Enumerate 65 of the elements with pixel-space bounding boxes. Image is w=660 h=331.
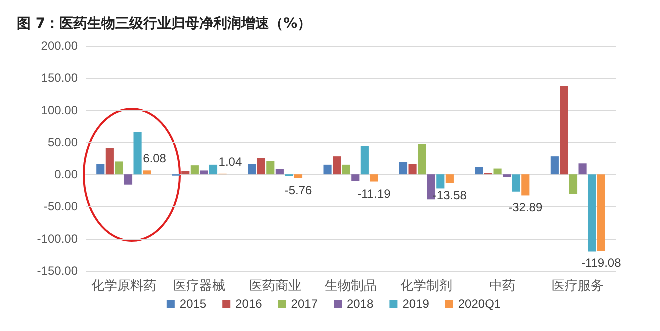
bar <box>257 158 266 175</box>
bar <box>324 164 332 175</box>
bar <box>352 174 360 181</box>
bar <box>200 170 208 175</box>
bar <box>248 164 256 175</box>
legend-label: 2019 <box>402 297 430 311</box>
y-tick-label: 150.00 <box>41 71 78 86</box>
legend-label: 2020Q1 <box>458 297 502 311</box>
bar <box>342 164 350 175</box>
y-tick-label: 100.00 <box>41 103 78 118</box>
y-tick-label: 200.00 <box>41 39 78 53</box>
data-label: -11.19 <box>358 186 392 201</box>
y-tick-label: 0.00 <box>54 168 78 182</box>
bar <box>436 174 445 189</box>
chart-title: 图 7：医药生物三级行业归母净利润增速（%） <box>17 15 312 32</box>
bar <box>96 164 105 175</box>
x-tick-label: 中药 <box>489 278 516 293</box>
legend-label: 2015 <box>180 297 207 311</box>
x-tick-label: 医药商业 <box>249 278 302 293</box>
bar <box>134 132 142 175</box>
bar <box>370 174 378 182</box>
bar <box>418 144 426 175</box>
bar <box>597 174 606 252</box>
bar <box>294 174 303 178</box>
bar <box>578 164 587 175</box>
x-tick-label: 医疗器械 <box>174 278 226 293</box>
bar <box>475 168 484 175</box>
data-label: 6.08 <box>143 152 167 166</box>
bar <box>182 171 190 175</box>
bar <box>276 169 284 175</box>
bar <box>446 174 454 184</box>
bar <box>503 174 512 178</box>
data-label: -32.89 <box>508 200 543 215</box>
y-tick-label: 50.00 <box>48 135 78 150</box>
y-tick-label: -50.00 <box>44 200 78 214</box>
legend-label: 2018 <box>346 297 374 311</box>
y-tick-label: -150.00 <box>37 264 78 278</box>
bar <box>124 174 133 185</box>
bar <box>360 146 369 175</box>
bar <box>143 170 152 175</box>
bar <box>333 156 342 175</box>
legend-label: 2017 <box>291 297 318 311</box>
bar <box>266 161 275 175</box>
bar <box>512 174 520 192</box>
bar <box>115 162 124 175</box>
bar <box>408 164 417 175</box>
bar <box>399 162 408 175</box>
bar <box>209 164 218 175</box>
bar <box>494 168 502 175</box>
bar <box>588 174 596 252</box>
data-label: 1.04 <box>218 154 242 169</box>
bar <box>569 174 578 194</box>
bar <box>560 86 568 175</box>
x-tick-label: 化学原料药 <box>91 278 156 293</box>
bar <box>522 174 530 196</box>
x-tick-label: 医疗服务 <box>552 278 604 293</box>
data-label: -5.76 <box>284 183 313 198</box>
bar <box>106 148 114 175</box>
bar <box>550 156 559 175</box>
x-tick-label: 生物制品 <box>325 278 377 293</box>
bar <box>190 166 199 175</box>
data-label: -119.08 <box>581 256 622 270</box>
legend-label: 2016 <box>236 297 263 311</box>
x-tick-label: 化学制剂 <box>400 278 453 293</box>
y-tick-label: -100.00 <box>37 232 78 246</box>
